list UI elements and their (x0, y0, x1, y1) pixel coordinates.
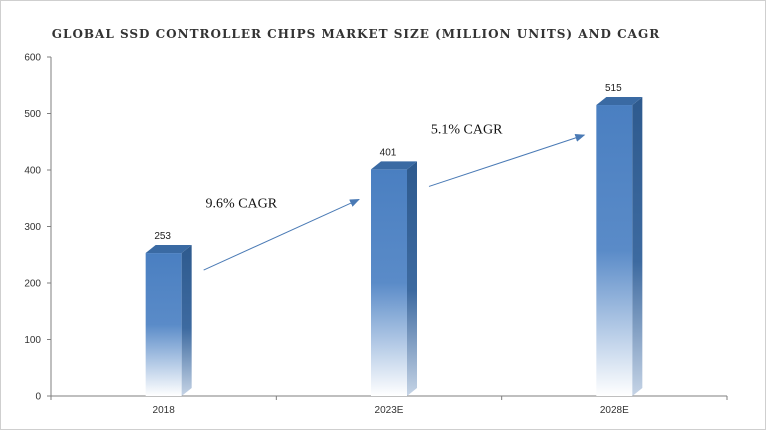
y-tick-label: 500 (24, 109, 41, 120)
bars (145, 97, 643, 397)
bar-side (181, 245, 192, 396)
bar-top (145, 245, 192, 254)
bar-front (145, 253, 182, 396)
data-label: 253 (154, 231, 171, 242)
y-tick-label: 400 (24, 166, 41, 177)
y-tick-label: 0 (35, 392, 41, 403)
cagr-label: 5.1% CAGR (431, 123, 503, 138)
data-labels: 253 401 515 (154, 83, 622, 242)
x-tick-label: 2028E (600, 405, 629, 416)
y-tick-label: 200 (24, 279, 41, 290)
bar-front (596, 105, 633, 397)
bar (371, 161, 417, 396)
bar-front (371, 169, 407, 396)
bar-top (596, 97, 643, 106)
bar (145, 245, 192, 396)
y-tick-label: 300 (24, 222, 41, 233)
bar-top (371, 161, 417, 170)
y-tick-label: 600 (24, 53, 41, 64)
x-tick-label: 2018 (153, 405, 176, 416)
data-label: 401 (380, 147, 397, 158)
bar-side (632, 97, 643, 397)
cagr-annotations: 9.6% CAGR 5.1% CAGR (203, 123, 586, 271)
cagr-label: 9.6% CAGR (206, 197, 278, 212)
y-tick-label: 100 (24, 335, 41, 346)
bar (596, 97, 643, 397)
cagr-arrow (203, 198, 360, 271)
data-label: 515 (605, 83, 622, 94)
bar-side (407, 161, 417, 396)
cagr-arrow (428, 134, 586, 187)
x-tick-label: 2023E (375, 405, 404, 416)
chart-title: GLOBAL SSD CONTROLLER CHIPS MARKET SIZE … (51, 27, 661, 41)
